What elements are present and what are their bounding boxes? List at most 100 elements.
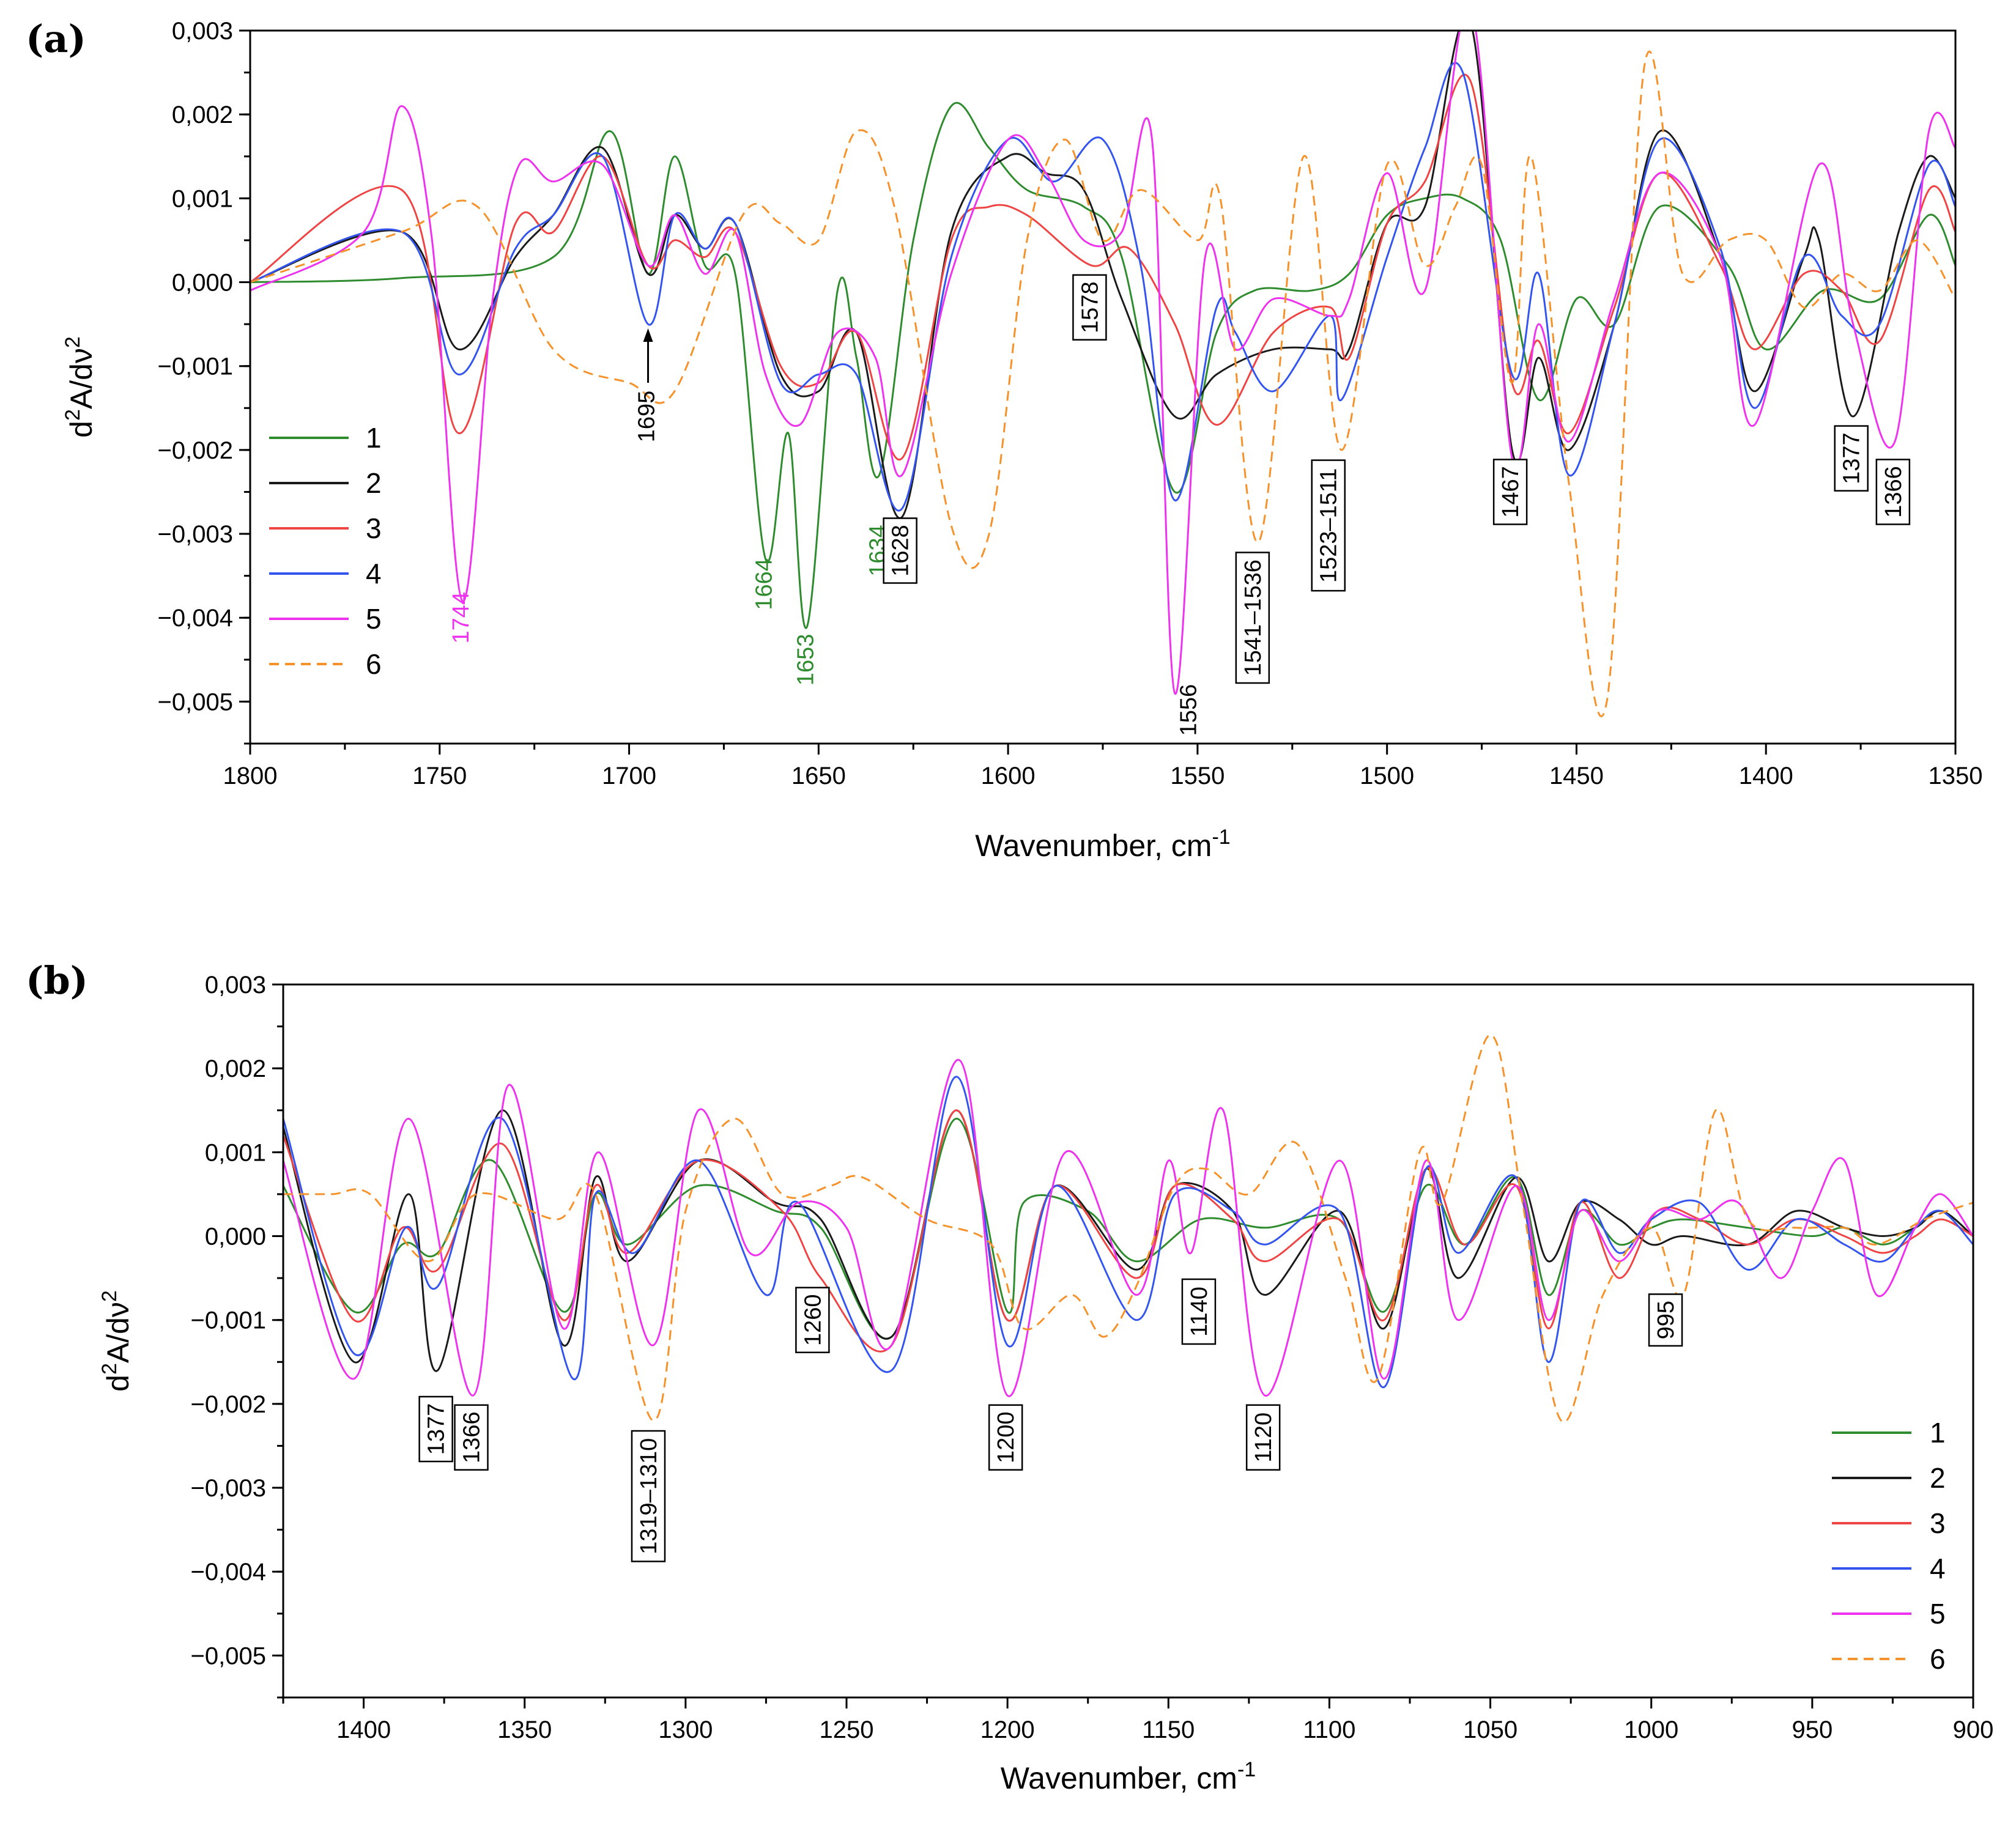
- x-tick-label: 1800: [223, 763, 278, 789]
- annotation-label: 1366: [459, 1411, 485, 1463]
- legend-label-3: 3: [1930, 1507, 1946, 1539]
- annotation-box: [454, 1404, 489, 1471]
- annotation-label: 1140: [1187, 1287, 1212, 1337]
- annotation-box: [1181, 1278, 1217, 1345]
- annotations: 174416951664165316341628157815561541–153…: [448, 274, 1911, 736]
- series-line-3: [250, 73, 1955, 461]
- annotation-label: 1523–1511: [1316, 468, 1342, 583]
- x-tick-label: 1700: [602, 763, 656, 789]
- series-line-4: [250, 62, 1955, 512]
- y-tick-label: 0,001: [172, 185, 233, 212]
- x-tick-label: 1550: [1170, 763, 1225, 789]
- series-group: [250, 31, 1955, 717]
- y-tick-label: 0,003: [205, 972, 266, 999]
- annotation-label: 1664: [752, 558, 777, 610]
- annotation-box: [988, 1404, 1023, 1471]
- annotation-1744: 1744: [448, 592, 474, 644]
- y-tick-label: 0,001: [205, 1139, 266, 1166]
- annotation-1541–1536: 1541–1536: [1235, 552, 1270, 684]
- legend: 1 2 3 4 5 6: [1832, 1417, 1946, 1675]
- y-tick-label: 0,003: [172, 18, 233, 45]
- legend-label-4: 4: [366, 558, 382, 589]
- annotation-1523–1511: 1523–1511: [1311, 459, 1346, 592]
- x-axis-title: Wavenumber, cm-1: [1001, 1758, 1256, 1795]
- y-tick-label: −0,003: [191, 1475, 266, 1502]
- x-tick-label: 1400: [336, 1716, 391, 1743]
- x-tick-label: 1350: [1929, 763, 1983, 789]
- legend-label-6: 6: [1930, 1643, 1946, 1675]
- annotation-1695: 1695: [634, 391, 660, 443]
- annotation-label: 1366: [1881, 466, 1907, 518]
- annotation-1319–1310: 1319–1310: [631, 1430, 666, 1562]
- x-tick-label: 1250: [820, 1716, 874, 1743]
- x-tick-label: 900: [1953, 1716, 1994, 1743]
- annotation-1653: 1653: [793, 634, 819, 686]
- annotation-995: 995: [1648, 1293, 1683, 1347]
- annotation-label: 1377: [424, 1403, 450, 1455]
- series-line-6: [250, 50, 1955, 717]
- annotation-label: 995: [1653, 1301, 1679, 1339]
- x-tick-label: 1050: [1463, 1716, 1518, 1743]
- annotation-box: [1648, 1293, 1683, 1347]
- annotation-label: 1200: [993, 1411, 1019, 1463]
- panel-label: (b): [26, 958, 88, 1003]
- x-tick-label: 1400: [1739, 763, 1793, 789]
- legend-label-1: 1: [366, 422, 382, 454]
- series-line-5: [283, 1058, 1973, 1397]
- annotation-box: [1875, 459, 1911, 525]
- annotation-1140: 1140: [1181, 1278, 1217, 1345]
- legend-label-2: 2: [1930, 1462, 1946, 1494]
- series-line-5: [250, 31, 1955, 695]
- legend-label-2: 2: [366, 467, 382, 499]
- y-tick-label: −0,002: [191, 1391, 266, 1418]
- x-tick-label: 1300: [658, 1716, 713, 1743]
- series-line-2: [283, 1109, 1973, 1372]
- y-axis-title-part: d: [101, 1375, 135, 1392]
- annotation-box: [1245, 1404, 1281, 1471]
- x-tick-label: 1600: [981, 763, 1036, 789]
- legend: 1 2 3 4 5 6: [269, 422, 382, 680]
- annotation-box: [1072, 274, 1107, 341]
- y-axis-title-sup: 2: [61, 336, 84, 348]
- y-tick-label: 0,002: [205, 1055, 266, 1082]
- x-tick-label: 1150: [1142, 1716, 1195, 1743]
- annotation-label: 1467: [1498, 466, 1524, 518]
- panel-label: (a): [26, 17, 86, 61]
- y-tick-label: −0,003: [158, 521, 233, 548]
- x-tick-label: 1650: [791, 763, 846, 789]
- y-tick-label: −0,001: [191, 1307, 266, 1334]
- annotation-label: 1556: [1176, 684, 1201, 736]
- annotation-label: 1120: [1251, 1413, 1277, 1463]
- annotation-label: 1744: [448, 592, 474, 644]
- x-axis-title: Wavenumber, cm-1: [975, 826, 1230, 863]
- annotation-1556: 1556: [1176, 684, 1201, 736]
- y-axis-title-sup: 2: [98, 1290, 121, 1302]
- y-tick-label: −0,001: [158, 353, 233, 380]
- y-axis-title-part: A/dν: [64, 348, 98, 409]
- y-tick-label: −0,004: [158, 605, 233, 632]
- annotation-1120: 1120: [1245, 1404, 1281, 1471]
- chart-panel-a: (a) 1800 1750 1700 1650 1600 1550 1500 1450 1400 1…: [26, 17, 1983, 863]
- annotation-1578: 1578: [1072, 274, 1107, 341]
- x-tick-label: 950: [1792, 1716, 1833, 1743]
- legend-label-3: 3: [366, 512, 382, 544]
- legend-label-5: 5: [1930, 1598, 1946, 1630]
- annotation-arrowhead: [643, 328, 653, 342]
- annotation-label: 1541–1536: [1240, 560, 1266, 676]
- annotation-label: 1377: [1839, 432, 1865, 484]
- plot-frame: [282, 983, 1974, 1699]
- x-tick-label: 1100: [1303, 1716, 1355, 1743]
- x-tick-label: 1750: [412, 763, 467, 789]
- y-tick-label: 0,002: [172, 102, 233, 128]
- annotation-1260: 1260: [795, 1287, 830, 1353]
- annotation-box: [631, 1430, 666, 1562]
- annotation-box: [1235, 552, 1270, 684]
- annotation-label: 1578: [1077, 281, 1103, 333]
- x-tick-label: 1200: [980, 1716, 1035, 1743]
- annotation-box: [795, 1287, 830, 1353]
- annotations: 1377 1366 1319–1310 1260 1200 1140 1120 995: [418, 1278, 1683, 1562]
- x-axis-title-text: Wavenumber, cm: [1001, 1761, 1237, 1795]
- annotation-label: 1260: [800, 1294, 826, 1346]
- series-line-4: [283, 1076, 1973, 1388]
- x-tick-label: 1350: [497, 1716, 552, 1743]
